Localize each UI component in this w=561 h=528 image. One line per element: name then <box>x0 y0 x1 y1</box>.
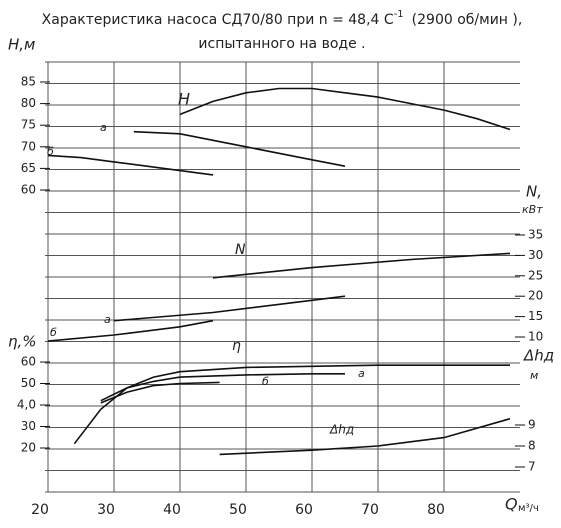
x-tick-label: 70 <box>361 502 379 518</box>
chart-subtitle: испытанного на воде . <box>198 36 365 52</box>
curve-label: а <box>358 367 365 380</box>
y-axis-label: η,% <box>8 333 37 351</box>
title-part: Характеристика насоса СД70/80 при n = 48… <box>42 12 394 28</box>
y-tick-label: 80 <box>21 96 36 110</box>
x-tick-label: 60 <box>295 502 313 518</box>
curve <box>133 130 346 167</box>
y-tick-label: 8 <box>528 439 536 453</box>
y-tick-label: 65 <box>21 161 36 175</box>
curve <box>212 252 511 279</box>
y-tick-label: 35 <box>528 228 543 242</box>
y-tick-label: 60 <box>21 355 36 369</box>
curve <box>219 417 511 456</box>
x-axis-unit: м³/ч <box>518 503 539 514</box>
curve <box>73 364 510 445</box>
curve-label: Δhд <box>329 423 354 437</box>
x-tick-label: 30 <box>97 502 115 518</box>
curve <box>100 381 220 404</box>
y-tick-label: 85 <box>21 75 36 89</box>
curve <box>47 319 214 342</box>
curve <box>100 373 345 402</box>
curve-label: N <box>235 242 246 258</box>
y-tick-label: 20 <box>528 289 543 303</box>
y-tick-label: 10 <box>528 330 543 344</box>
x-axis-label: Q <box>505 495 518 514</box>
y-axis-label: м <box>530 369 538 382</box>
x-tick-label: 20 <box>31 502 49 518</box>
curve <box>47 154 214 176</box>
y-axis-label: Н,м <box>8 36 35 54</box>
curve-label: б <box>262 375 269 388</box>
y-tick-label: 9 <box>528 418 536 432</box>
y-tick-label: 25 <box>528 268 543 282</box>
y-tick-label: 20 <box>21 441 36 455</box>
x-tick-label: 40 <box>163 502 181 518</box>
curve-label: η <box>232 338 241 354</box>
curve <box>113 295 346 322</box>
curve <box>179 87 511 131</box>
curve-label: а <box>100 121 107 134</box>
y-axis-label: кВт <box>522 203 543 216</box>
title-part: (2900 об/мин ), <box>412 12 523 28</box>
y-tick-label: 50 <box>21 376 36 390</box>
y-tick-label: 30 <box>528 248 543 262</box>
y-tick-label: 75 <box>21 118 36 132</box>
curve-label: б <box>50 326 57 339</box>
curve-label: б <box>47 145 54 158</box>
curve-label: Н <box>178 90 190 109</box>
y-tick-label: 15 <box>528 309 543 323</box>
x-tick-label: 50 <box>229 502 247 518</box>
title-sup: -1 <box>394 9 404 20</box>
x-tick-label: 80 <box>427 502 445 518</box>
curve-label: а <box>104 313 111 326</box>
y-tick-label: 60 <box>21 183 36 197</box>
y-tick-label: 30 <box>21 419 36 433</box>
y-tick-label: 70 <box>21 139 36 153</box>
y-tick-label: 7 <box>528 460 536 474</box>
y-axis-label: N, <box>526 183 542 201</box>
y-axis-label: Δhд <box>523 347 554 365</box>
y-tick-label: 4,0 <box>17 398 36 412</box>
chart-title: Характеристика насоса СД70/80 при n = 48… <box>42 9 523 28</box>
